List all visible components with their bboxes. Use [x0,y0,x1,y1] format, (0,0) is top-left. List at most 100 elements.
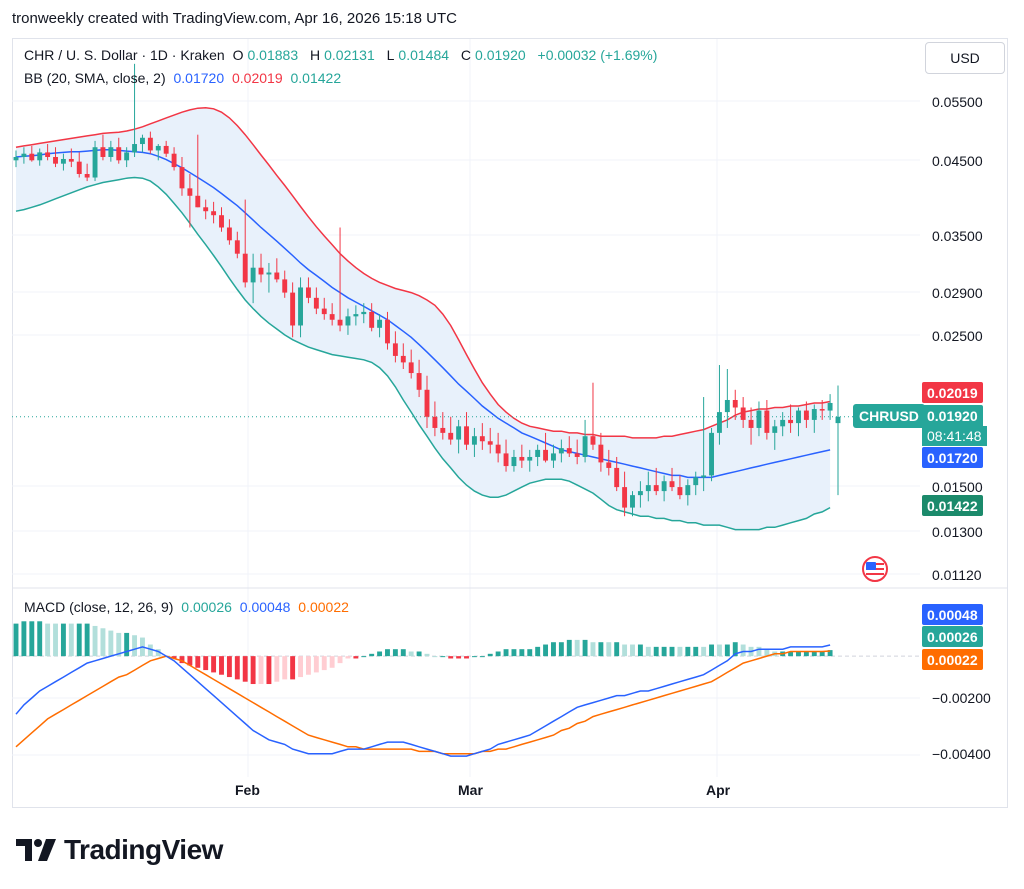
price-tick: 0.02500 [932,328,983,344]
macd-histogram-bar [669,646,675,657]
macd-histogram-bar [226,656,232,678]
candle-body [195,195,201,208]
candle-body [432,416,438,428]
bb-title: BB (20, SMA, close, 2) [24,70,166,86]
candle-body [637,491,643,496]
price-tick: 0.01500 [932,479,983,495]
macd-histogram-bar [645,646,651,657]
low-value: 0.01484 [398,47,450,63]
candle-body [313,297,319,309]
macd-histogram-bar [740,644,746,657]
macd-line [15,644,831,757]
candle-body [803,410,809,420]
macd-histogram-bar [171,656,177,659]
candle-body [171,153,177,168]
macd-histogram-bar [45,623,51,657]
macd-histogram-bar [622,644,628,657]
macd-histogram-bar [614,642,620,657]
macd-histogram-bar [353,656,359,659]
candle-body [45,152,51,157]
macd-line-value: 0.00048 [239,599,291,615]
candle-body [772,426,778,433]
macd-histogram-bar [788,651,794,657]
brand-name: TradingView [64,834,223,865]
macd-histogram-bar [724,644,730,657]
macd-histogram-bar [321,656,327,671]
macd-hist-value: 0.00026 [181,599,232,615]
macd-histogram-bar [637,644,643,657]
macd-histogram-bar [527,649,533,657]
macd-tick: −0.00400 [932,746,991,762]
macd-histogram-bar [361,656,367,658]
candle-body [290,292,296,326]
candle-body [305,287,311,298]
candle-body [811,409,817,420]
high-label: H [310,47,321,63]
candle-body [60,158,66,164]
open-label: O [232,47,244,63]
lower-band-tag: 0.01422 [922,495,983,516]
candle-body [527,456,533,461]
candle-body [574,453,580,457]
bb-lower-value: 0.01422 [290,70,342,86]
macd-histogram-bar [60,623,66,657]
symbol-tag: CHRUSD [853,404,925,428]
macd-histogram-bar [377,651,383,657]
candle-body [487,441,493,445]
macd-histogram-bar [630,644,635,657]
macd-histogram-bar [511,649,517,657]
candle-body [716,412,722,433]
macd-histogram-bar [92,625,98,657]
candle-body [203,207,209,212]
candle-body [630,495,635,508]
macd-histogram-bar [187,656,193,666]
macd-histogram-bar [385,649,390,657]
candle-body [13,156,19,161]
macd-histogram-bar [84,623,90,657]
bb-basis-value: 0.01720 [173,70,225,86]
candle-body [448,432,454,440]
macd-histogram-bar [400,649,406,657]
macd-histogram-bar [132,635,138,657]
chart-frame [12,38,1008,808]
macd-histogram-bar [195,656,201,668]
candle-body [329,314,335,320]
macd-histogram-bar [558,642,564,657]
macd-histogram-bar [203,656,209,671]
candle-body [669,481,675,488]
currency-button[interactable]: USD [925,42,1005,74]
macd-histogram-bar [574,639,580,657]
macd-histogram-bar [337,656,343,664]
macd-histogram-bar [432,656,438,658]
macd-histogram-bar [709,644,714,657]
bar-countdown: 08:41:48 [922,426,987,446]
macd-histogram-bar [653,646,659,657]
candle-body [440,427,446,433]
candle-body [163,145,169,154]
macd-histogram-bar [369,653,375,657]
macd-histogram-bar [764,649,770,657]
macd-histogram-bar [827,650,833,657]
candle-body [226,227,232,241]
macd-histogram-bar [282,656,288,680]
last-price-tag: 0.01920 [922,405,983,426]
x-tick-mar: Mar [458,782,483,798]
macd-hist-tag: 0.00026 [922,626,983,647]
us-flag-icon[interactable] [862,556,888,582]
macd-histogram-bar [219,656,224,675]
macd-histogram-bar [313,656,319,673]
candle-body [377,319,383,328]
macd-histogram-bar [242,656,248,682]
macd-histogram-bar [155,649,161,657]
candle-body [345,316,351,326]
candle-body [519,456,525,461]
candle-body [21,153,27,157]
candle-body [353,314,359,317]
macd-histogram-bar [693,646,699,657]
candle-body [392,343,398,356]
candle-body [266,272,272,275]
candle-body [140,137,145,145]
macd-histogram-bar [298,656,303,678]
candle-body [543,449,549,461]
